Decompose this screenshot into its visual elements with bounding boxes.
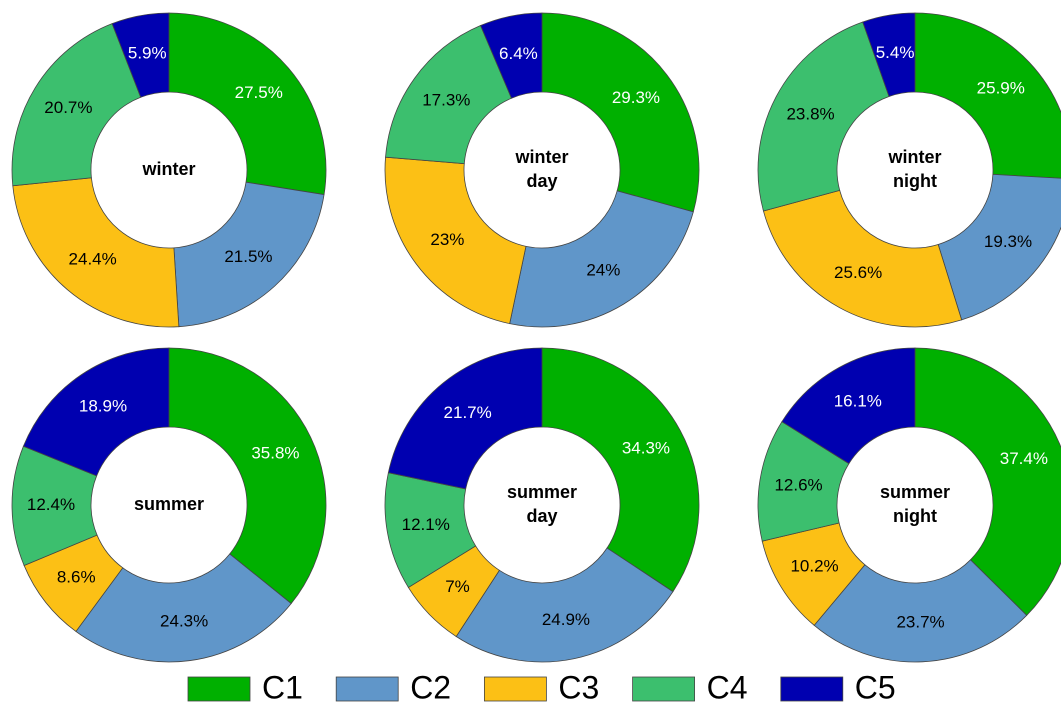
donut-slice [813,559,1028,663]
value-label: 21.5% [224,247,272,266]
donut-slice [385,24,512,165]
legend-label: C5 [855,669,896,704]
donut-slice [541,347,700,593]
legend-swatch [187,676,251,702]
donut-slice [541,12,700,213]
value-label: 25.9% [977,78,1025,97]
legend-label: C2 [410,669,451,704]
legend-label: C1 [262,669,303,704]
value-label: 19.3% [984,232,1032,251]
donut-slice [480,12,543,99]
chart-title: winter day [514,147,568,191]
value-label: 21.7% [444,403,492,422]
donut-slice [22,347,170,477]
donut-slice [914,347,1061,616]
value-label: 20.7% [44,98,92,117]
value-label: 6.4% [499,44,538,63]
chart-title: summer night [880,482,950,526]
value-label: 18.9% [79,397,127,416]
value-label: 7% [445,577,470,596]
value-label: 24.3% [160,612,208,631]
value-label: 12.4% [27,495,75,514]
donut-slice [914,12,1061,179]
chart-title: summer [134,494,204,514]
value-label: 24.9% [542,610,590,629]
value-label: 5.9% [128,44,167,63]
value-label: 27.5% [235,83,283,102]
chart-title: summer day [507,482,577,526]
donut-slice [168,12,327,196]
donut-slice [781,347,916,465]
value-label: 16.1% [834,391,882,410]
value-label: 37.4% [1000,449,1048,468]
donut-slice [862,12,916,97]
value-label: 8.6% [57,567,96,586]
donut-slice [937,173,1061,321]
legend-label: C4 [707,669,748,704]
donut-slice [173,181,325,328]
value-label: 17.3% [422,90,470,109]
donut-slice [509,190,694,328]
donut-slice [757,21,890,212]
donut-slice [387,347,543,490]
value-label: 12.6% [774,475,822,494]
donut-slice [11,23,142,187]
value-label: 24.4% [69,249,117,268]
value-label: 24% [586,260,620,279]
chart-title: winter night [887,147,941,191]
donut-slice [762,189,963,328]
legend-swatch [335,676,399,702]
value-label: 23.8% [786,105,834,124]
value-label: 10.2% [790,556,838,575]
value-label: 35.8% [251,444,299,463]
value-label: 34.3% [622,439,670,458]
chart-title: winter [141,159,195,179]
value-label: 25.6% [834,263,882,282]
value-label: 23.7% [896,612,944,631]
donut-slice [12,177,180,328]
value-label: 12.1% [402,515,450,534]
donut-slice [455,547,674,663]
value-label: 5.4% [876,43,915,62]
donut-slice [168,347,327,605]
donut-slice [75,553,292,663]
value-label: 23% [430,230,464,249]
legend-swatch [483,676,547,702]
donut-slice [111,12,170,98]
legend-swatch [780,676,844,702]
legend-label: C3 [558,669,599,704]
value-label: 29.3% [612,88,660,107]
legend-swatch [632,676,695,702]
donut-slice [384,156,527,325]
